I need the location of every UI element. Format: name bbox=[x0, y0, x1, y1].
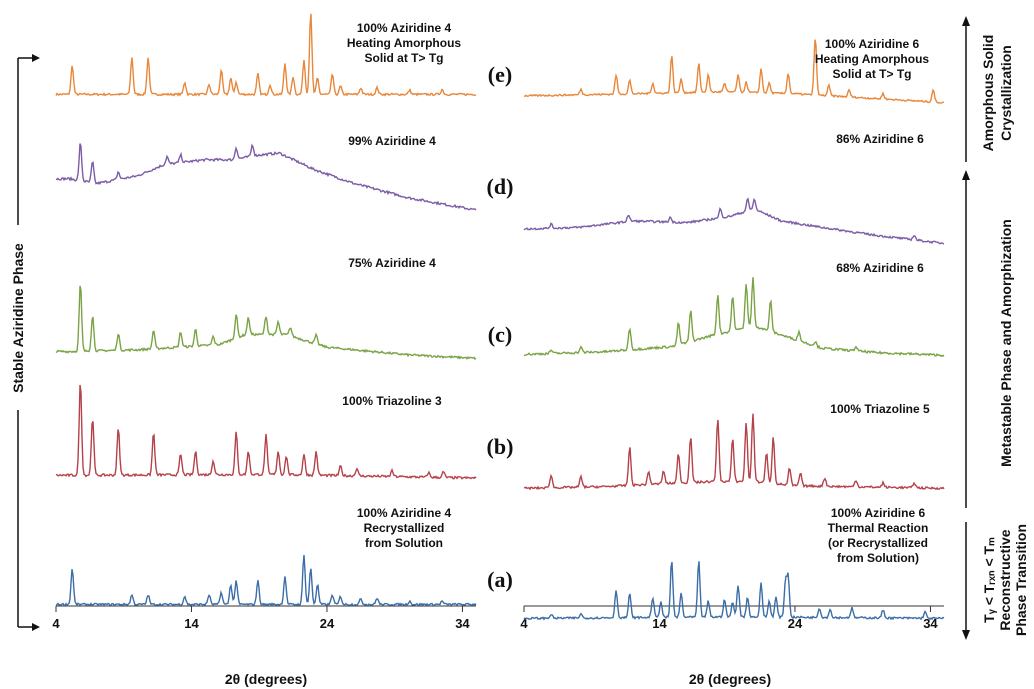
sample-label-e: Solid at T> Tg bbox=[364, 51, 443, 65]
sample-label-a: from Solution bbox=[365, 536, 443, 550]
crystallization-label-line1: Amorphous Solid bbox=[980, 35, 996, 152]
panel-label-e: (e) bbox=[488, 62, 512, 87]
left-x-axis-label: 2θ (degrees) bbox=[225, 671, 307, 687]
metastable-arrow-icon bbox=[962, 170, 970, 180]
xrd-trace-a bbox=[523, 561, 945, 621]
xrd-trace-d bbox=[55, 143, 477, 211]
left-traces bbox=[55, 13, 477, 607]
panel-label-c: (c) bbox=[488, 322, 512, 347]
sample-label-a: from Solution) bbox=[837, 551, 919, 565]
left-x-ticks: 4 14 24 34 bbox=[52, 606, 470, 631]
sample-label-e: Heating Amorphous bbox=[815, 52, 930, 66]
xrd-trace-e bbox=[55, 13, 477, 97]
sample-label-d: 99% Aziridine 4 bbox=[348, 134, 436, 148]
right-traces bbox=[523, 39, 945, 621]
reconstructive-label-line3: Phase Transition bbox=[1013, 524, 1029, 636]
xrd-trace-c bbox=[523, 277, 945, 358]
stable-phase-bracket: Stable Aziridine Phase bbox=[10, 54, 40, 631]
reconstructive-arrow-icon bbox=[962, 630, 970, 640]
right-annotations: Amorphous Solid Crystallization Metastab… bbox=[962, 16, 1029, 640]
x-tick-label: 4 bbox=[52, 616, 60, 631]
metastable-label: Metastable Phase and Amorphization bbox=[998, 219, 1014, 467]
sample-label-e: 100% Aziridine 4 bbox=[357, 21, 452, 35]
sample-label-b: 100% Triazoline 5 bbox=[830, 402, 930, 416]
xrd-trace-c bbox=[55, 285, 477, 360]
sample-label-b: 100% Triazoline 3 bbox=[342, 394, 442, 408]
xrd-trace-a bbox=[55, 554, 477, 607]
x-tick-label: 24 bbox=[320, 616, 335, 631]
sample-label-e: 100% Aziridine 6 bbox=[825, 37, 920, 51]
sample-label-e: Heating Amorphous bbox=[347, 36, 462, 50]
right-x-axis-label: 2θ (degrees) bbox=[689, 671, 771, 687]
x-tick-label: 14 bbox=[652, 616, 667, 631]
sample-label-a: Thermal Reaction bbox=[828, 521, 929, 535]
left-panel: 4 14 24 34 2θ (degrees) 100% Aziridine 4Hea… bbox=[52, 13, 477, 687]
panel-label-a: (a) bbox=[487, 567, 513, 592]
xrd-trace-d bbox=[523, 197, 945, 245]
sample-label-a: (or Recrystallized bbox=[828, 536, 928, 550]
sample-label-c: 68% Aziridine 6 bbox=[836, 261, 924, 275]
right-x-ticks: 4 14 24 34 bbox=[520, 606, 938, 631]
panel-label-d: (d) bbox=[487, 174, 514, 199]
reconstructive-label-line2: Reconstructive bbox=[997, 529, 1013, 630]
x-tick-label: 4 bbox=[520, 616, 528, 631]
sample-label-d: 86% Aziridine 6 bbox=[836, 132, 924, 146]
stable-phase-label: Stable Aziridine Phase bbox=[10, 243, 26, 393]
reconstructive-label-line1: Tᵧ < Tᵣₓₙ < Tₘ bbox=[981, 537, 997, 623]
x-tick-label: 14 bbox=[184, 616, 199, 631]
bracket-top-arrow-icon bbox=[32, 54, 40, 62]
xrd-trace-b bbox=[55, 384, 477, 480]
crystallization-arrow-icon bbox=[962, 16, 970, 26]
x-tick-label: 34 bbox=[923, 616, 938, 631]
sample-label-c: 75% Aziridine 4 bbox=[348, 256, 436, 270]
right-panel: 4 14 24 34 2θ (degrees) 100% Aziridine 6Hea… bbox=[520, 37, 945, 687]
x-tick-label: 24 bbox=[788, 616, 803, 631]
sample-label-a: Recrystallized bbox=[364, 521, 445, 535]
xrd-trace-e bbox=[523, 39, 945, 104]
xrd-trace-b bbox=[523, 413, 945, 491]
sample-label-a: 100% Aziridine 6 bbox=[831, 506, 926, 520]
panel-label-b: (b) bbox=[487, 434, 514, 459]
x-tick-label: 34 bbox=[455, 616, 470, 631]
crystallization-label-line2: Crystallization bbox=[998, 45, 1014, 141]
sample-label-e: Solid at T> Tg bbox=[832, 67, 911, 81]
sample-label-a: 100% Aziridine 4 bbox=[357, 506, 452, 520]
panel-labels: (e) (d) (c) (b) (a) bbox=[487, 62, 514, 592]
bracket-bottom-arrow-icon bbox=[32, 623, 40, 631]
